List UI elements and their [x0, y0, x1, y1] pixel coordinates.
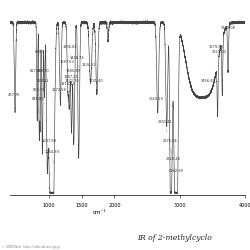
Text: 2876.34: 2876.34 [163, 138, 178, 155]
Text: 1064.39: 1064.39 [45, 150, 60, 164]
Text: 3579.83: 3579.83 [209, 45, 224, 55]
Text: 848.06: 848.06 [32, 97, 44, 114]
Text: 2663.59: 2663.59 [149, 97, 164, 108]
Text: 3456.45: 3456.45 [200, 78, 215, 89]
Text: 1634.22: 1634.22 [82, 64, 96, 76]
Text: 889.92: 889.92 [35, 50, 47, 61]
Text: 1310.44: 1310.44 [61, 82, 76, 93]
Text: 863.79: 863.79 [33, 88, 46, 102]
Text: 3651.60: 3651.60 [212, 50, 227, 61]
Text: 1347.22: 1347.22 [64, 75, 78, 86]
Text: 899.70: 899.70 [37, 69, 50, 80]
Text: IR of 2-methylcyclo: IR of 2-methylcyclo [138, 234, 212, 242]
Text: 477.76: 477.76 [8, 94, 20, 105]
Text: © SDBSWeb: https://sdbs.db.aist.go.jp: © SDBSWeb: https://sdbs.db.aist.go.jp [2, 245, 60, 249]
X-axis label: cm⁻¹: cm⁻¹ [92, 210, 106, 215]
Text: 928.11: 928.11 [37, 78, 50, 89]
Text: 1385.89: 1385.89 [66, 69, 81, 80]
Text: 1007.89: 1007.89 [41, 138, 56, 151]
Text: 3740.08: 3740.08 [220, 26, 236, 36]
Text: 1448.74: 1448.74 [70, 56, 84, 68]
Text: 1731.40: 1731.40 [89, 78, 104, 89]
Text: 2801.41: 2801.41 [158, 120, 173, 132]
Text: 1372.70: 1372.70 [65, 78, 80, 89]
Text: 1336.82: 1336.82 [63, 45, 77, 55]
Text: 1287.03: 1287.03 [59, 60, 74, 70]
Text: 2926.28: 2926.28 [166, 157, 180, 170]
Text: 817.26: 817.26 [30, 69, 42, 80]
Text: 2962.99: 2962.99 [168, 168, 183, 180]
Text: 1901.62: 1901.62 [100, 22, 115, 33]
Text: 1172.58: 1172.58 [52, 88, 66, 99]
